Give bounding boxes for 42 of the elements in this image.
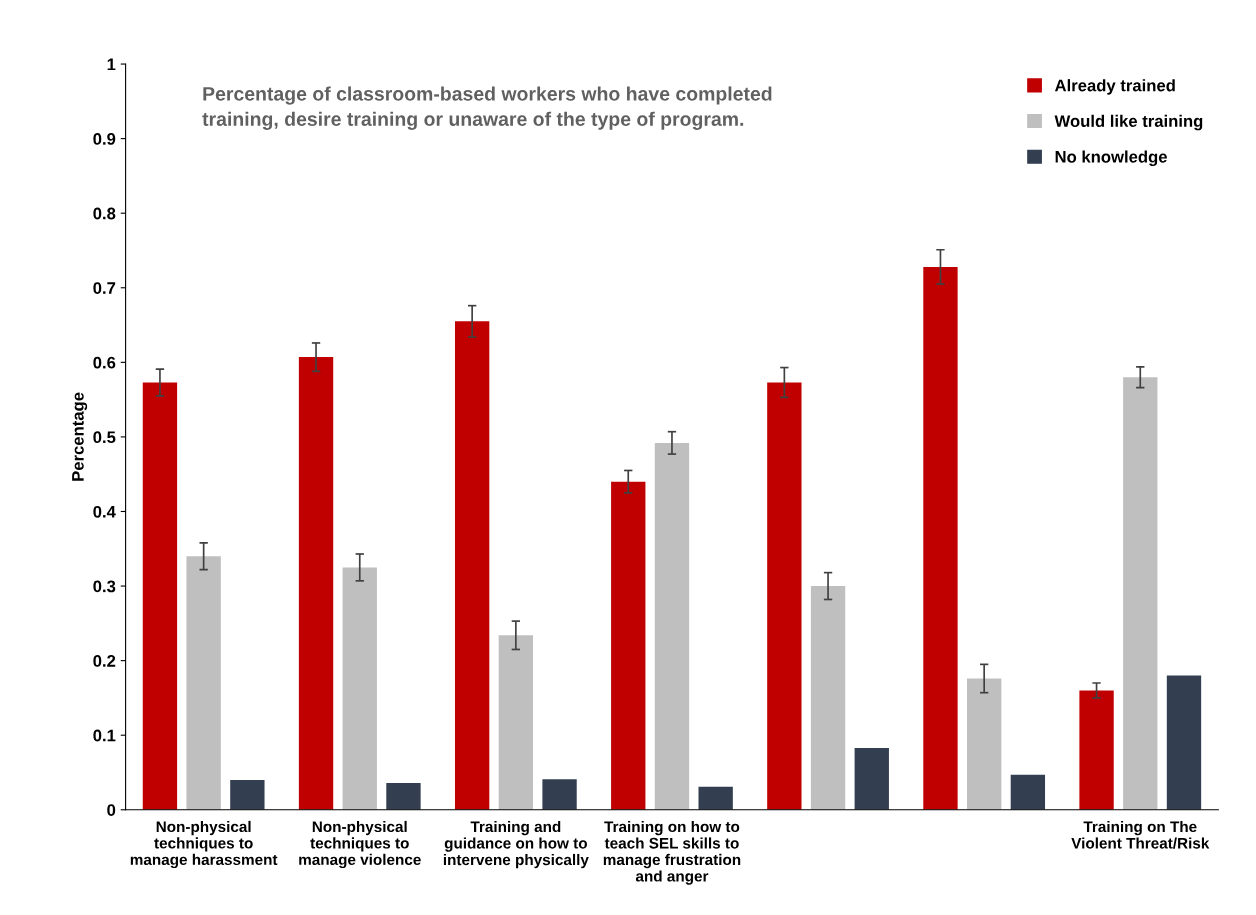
legend-label: No knowledge: [1055, 150, 1167, 167]
y-tick-label: 0.8: [93, 207, 116, 220]
legend-label: Would like training: [1054, 114, 1203, 131]
bar: [654, 442, 690, 810]
bar: [230, 779, 265, 810]
y-tick-label: 0.4: [93, 505, 116, 518]
y-tick-label: 0: [107, 804, 116, 816]
bar: [1079, 690, 1114, 810]
text: Percentage of classroom-based workers who have completed training, desire training or unaware of the type of program.: [202, 86, 772, 130]
bar: [386, 782, 421, 810]
y-tick-label: 0.1: [93, 729, 116, 742]
bar: [186, 556, 221, 810]
bar: [454, 321, 490, 810]
x-tick-label: Training on The Violent Threat/Risk: [1071, 820, 1210, 849]
legend-label: Already trained: [1054, 79, 1175, 95]
bar: [1010, 774, 1046, 810]
y-tick-label: 0.7: [93, 282, 116, 294]
bar: [1123, 377, 1158, 810]
bar: [611, 481, 646, 810]
bar: [923, 266, 958, 810]
bar: [767, 382, 802, 810]
y-tick-label: 0.5: [93, 431, 116, 444]
bar: [854, 747, 889, 810]
bar: [966, 678, 1002, 810]
y-tick-label: 0.9: [93, 133, 116, 145]
x-tick-label: Training and guidance on how to intervene physically: [443, 820, 589, 869]
bar: [498, 635, 534, 810]
y-tick-label: 1: [107, 58, 116, 71]
y-tick-label: 0.2: [93, 655, 116, 667]
y-tick-label: 0.6: [93, 356, 116, 369]
bar: [342, 567, 377, 810]
x-tick-label: Training on how to teach SEL skills to manage frustration and anger: [603, 820, 741, 885]
x-tick-label: Non-physical techniques to manage harassment: [130, 820, 278, 869]
y-tick-label: 0.3: [93, 580, 116, 593]
bar: [142, 382, 178, 810]
bar: [1166, 675, 1202, 810]
bar: [542, 779, 577, 810]
x-tick-label: Non-physical techniques to manage violence: [299, 820, 421, 869]
bar: [810, 586, 846, 810]
bar: [298, 357, 334, 810]
y-axis-title: Percentage: [72, 392, 88, 481]
bar: [698, 786, 733, 810]
